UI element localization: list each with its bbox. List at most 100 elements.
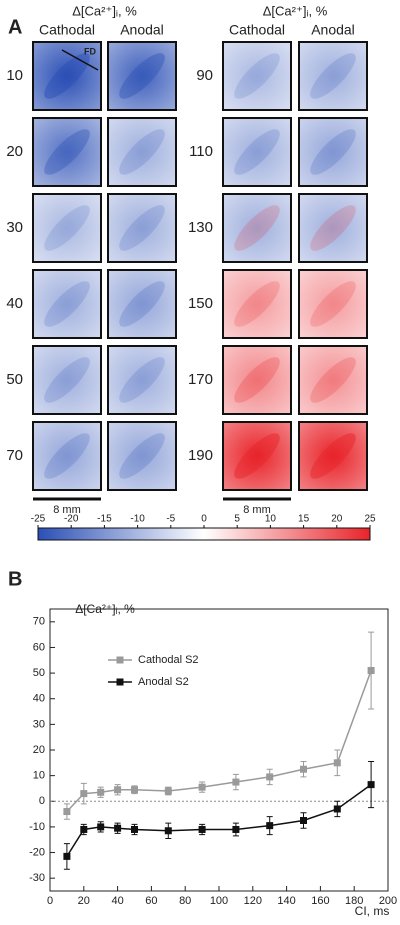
data-point (131, 825, 138, 833)
tile-border (107, 421, 177, 491)
column-subheader: Anodal (120, 22, 164, 38)
data-point (97, 788, 105, 796)
tile-border (107, 193, 177, 263)
x-tick-label: 0 (47, 895, 53, 907)
heatmap-tile (299, 346, 367, 414)
tile-blob (310, 433, 356, 479)
heatmap-tile (108, 42, 176, 110)
tile-blob (310, 281, 356, 327)
tile-blob (119, 53, 165, 99)
data-point (333, 805, 341, 813)
heatmap-tile (33, 270, 101, 338)
tile-blob (44, 281, 90, 327)
tile-blob (310, 205, 356, 251)
column-header: Δ[Ca²⁺]ᵢ, % (72, 3, 137, 18)
heatmap-tile (223, 194, 291, 262)
heatmap-tile (108, 194, 176, 262)
data-point (367, 667, 375, 675)
tile-blob (44, 205, 90, 251)
data-point (80, 790, 88, 798)
data-point (198, 783, 206, 791)
data-point (198, 825, 206, 833)
heatmap-tile (223, 118, 291, 186)
tile-blob (234, 357, 280, 403)
y-tick-label: 40 (33, 693, 45, 705)
tile-border (298, 269, 368, 339)
tile-blob (234, 129, 280, 175)
tile-blob (310, 357, 356, 403)
y-tick-label: 0 (39, 795, 45, 807)
colorbar-tick-label: -25 (31, 514, 46, 525)
tile-border (298, 41, 368, 111)
tile-blob (234, 281, 280, 327)
heatmap-tile (33, 346, 101, 414)
scale-bar-label: 8 mm (53, 504, 81, 516)
y-tick-label: 10 (33, 770, 45, 782)
data-point (300, 817, 307, 824)
colorbar-tick-label: 25 (364, 514, 376, 525)
colorbar-tick-label: 0 (201, 514, 207, 525)
colorbar-tick-label: -5 (166, 514, 175, 525)
y-tick-label: 60 (33, 641, 45, 653)
tile-border (298, 117, 368, 187)
heatmap-tile (299, 422, 367, 490)
column-subheader: Anodal (311, 22, 355, 38)
tile-border (222, 421, 292, 491)
tile-border (222, 269, 292, 339)
x-axis-label: CI, ms (355, 904, 390, 918)
fd-label: FD (84, 46, 96, 56)
data-point (63, 808, 71, 816)
y-tick-label: 50 (33, 667, 45, 679)
x-tick-label: 200 (379, 895, 397, 907)
x-tick-label: 60 (145, 895, 157, 907)
data-point (80, 825, 88, 833)
panel-label: A (8, 16, 22, 38)
tile-blob (119, 357, 165, 403)
data-point (114, 786, 122, 794)
legend-marker (116, 678, 124, 686)
tile-blob (234, 53, 280, 99)
tile-border (107, 117, 177, 187)
legend-label: Cathodal S2 (138, 654, 199, 666)
row-label: 130 (188, 219, 213, 236)
colorbar-tick-label: -10 (130, 514, 145, 525)
tile-blob (234, 205, 280, 251)
colorbar (37, 527, 371, 541)
scale-bar-label: 8 mm (243, 504, 271, 516)
column-subheader: Cathodal (229, 22, 285, 38)
data-point (333, 759, 341, 767)
fd-arrow (61, 49, 99, 71)
y-tick-label: -20 (29, 846, 45, 858)
x-tick-label: 180 (345, 895, 363, 907)
data-point (164, 787, 172, 795)
series-line (66, 670, 372, 813)
tile-border (107, 269, 177, 339)
data-point (131, 786, 138, 794)
tile-blob (310, 53, 356, 99)
row-label: 20 (6, 143, 23, 160)
colorbar-tick-label: 20 (331, 514, 343, 525)
data-point (266, 822, 274, 830)
data-point (266, 773, 274, 781)
colorbar-tick-label: 5 (234, 514, 240, 525)
tile-border (32, 421, 102, 491)
colorbar-tick-label: 15 (298, 514, 310, 525)
tile-blob (310, 129, 356, 175)
tile-border (222, 117, 292, 187)
tile-blob (44, 433, 90, 479)
heatmap-tile (299, 194, 367, 262)
y-tick-label: 70 (33, 616, 45, 628)
heatmap-tile (223, 346, 291, 414)
tile-border (222, 193, 292, 263)
legend-marker (116, 656, 124, 664)
tile-border (32, 41, 102, 111)
data-point (164, 827, 172, 835)
y-tick-label: -30 (29, 872, 45, 884)
data-point (232, 778, 240, 786)
tile-blob (44, 53, 90, 99)
tile-border (107, 345, 177, 415)
heatmap-tile (33, 118, 101, 186)
x-tick-label: 40 (111, 895, 123, 907)
